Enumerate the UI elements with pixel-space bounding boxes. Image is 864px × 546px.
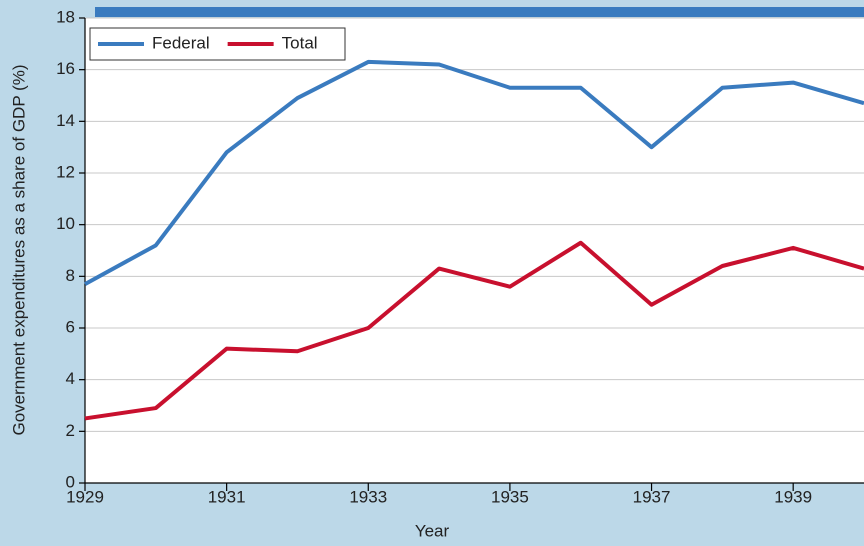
y-tick-label: 6	[66, 317, 75, 336]
top-band	[95, 7, 864, 17]
y-axis-label: Government expenditures as a share of GD…	[9, 64, 28, 435]
x-tick-label: 1939	[774, 487, 812, 506]
y-tick-label: 18	[56, 7, 75, 26]
x-tick-label: 1937	[633, 487, 671, 506]
x-axis-label: Year	[415, 521, 450, 540]
y-tick-label: 10	[56, 214, 75, 233]
plot-area	[85, 18, 864, 483]
x-tick-label: 1931	[208, 487, 246, 506]
x-tick-label: 1929	[66, 487, 104, 506]
x-tick-label: 1933	[349, 487, 387, 506]
y-tick-label: 2	[66, 421, 75, 440]
x-tick-label: 1935	[491, 487, 529, 506]
y-tick-label: 12	[56, 162, 75, 181]
y-tick-label: 16	[56, 59, 75, 78]
y-tick-label: 4	[66, 369, 75, 388]
y-tick-label: 0	[66, 472, 75, 491]
series-line	[84, 59, 864, 286]
y-tick-label: 14	[56, 111, 75, 130]
series-line	[84, 240, 864, 421]
legend-label: Total	[282, 33, 318, 52]
legend-label: Federal	[152, 33, 210, 52]
y-tick-label: 8	[66, 266, 75, 285]
